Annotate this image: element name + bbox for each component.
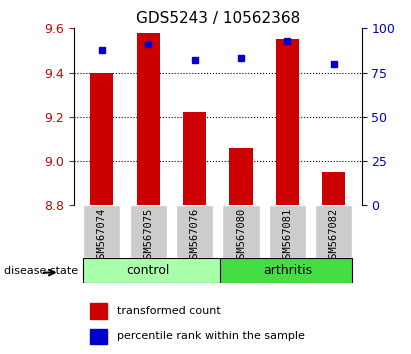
- FancyBboxPatch shape: [129, 205, 167, 258]
- Text: control: control: [127, 264, 170, 277]
- FancyBboxPatch shape: [315, 205, 352, 258]
- FancyBboxPatch shape: [176, 205, 213, 258]
- Bar: [183, 112, 206, 205]
- FancyBboxPatch shape: [220, 258, 352, 283]
- Text: disease state: disease state: [4, 266, 78, 276]
- Text: transformed count: transformed count: [117, 306, 220, 316]
- Text: arthritis: arthritis: [263, 264, 312, 277]
- FancyBboxPatch shape: [83, 205, 120, 258]
- Bar: [276, 39, 299, 205]
- Bar: [322, 172, 345, 205]
- Bar: [136, 33, 160, 205]
- Text: percentile rank within the sample: percentile rank within the sample: [117, 331, 305, 341]
- FancyBboxPatch shape: [269, 205, 306, 258]
- Bar: [90, 303, 107, 319]
- Text: GSM567076: GSM567076: [189, 208, 200, 264]
- Text: GSM567074: GSM567074: [97, 208, 107, 264]
- Text: GSM567075: GSM567075: [143, 208, 153, 264]
- FancyBboxPatch shape: [83, 258, 236, 283]
- FancyBboxPatch shape: [222, 205, 260, 258]
- Text: GSM567080: GSM567080: [236, 208, 246, 264]
- Bar: [90, 329, 107, 344]
- Title: GDS5243 / 10562368: GDS5243 / 10562368: [136, 11, 300, 26]
- Text: GSM567082: GSM567082: [329, 208, 339, 264]
- Text: GSM567081: GSM567081: [282, 208, 293, 264]
- Bar: [229, 148, 253, 205]
- Bar: [90, 73, 113, 205]
